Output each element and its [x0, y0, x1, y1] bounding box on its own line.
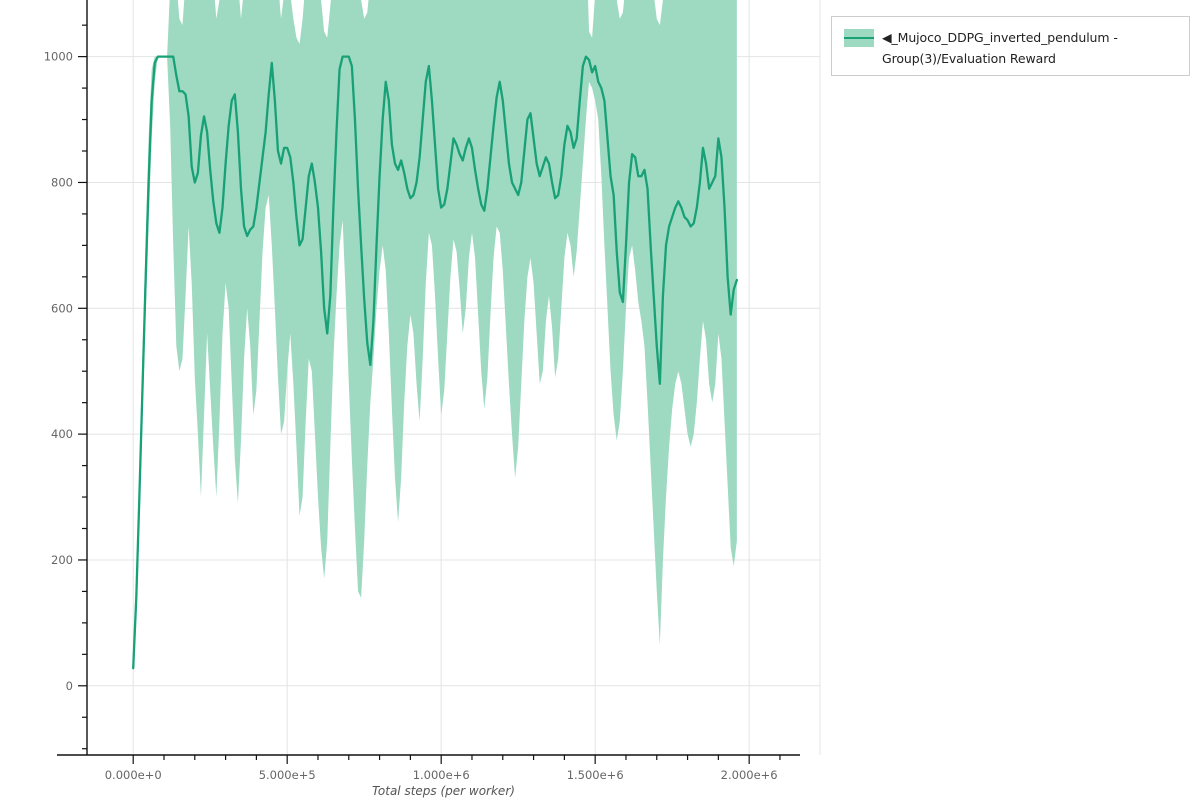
- series-mean-line: [132, 55, 738, 670]
- y-tick-label: 800: [51, 175, 73, 189]
- y-tick-label: 400: [51, 427, 73, 441]
- chart-tick-marks: [78, 24, 781, 764]
- chart-series-line: [132, 55, 738, 670]
- x-tick-label: 1.500e+6: [567, 768, 624, 782]
- y-tick-label: 600: [51, 301, 73, 315]
- legend-item-label[interactable]: ◀_Mujoco_DDPG_inverted_pendulum - Group(…: [882, 30, 1118, 66]
- x-tick-label: 0.000e+0: [105, 768, 162, 782]
- y-tick-label: 0: [66, 679, 73, 693]
- x-tick-label: 5.000e+5: [259, 768, 316, 782]
- chart-confidence-band: [133, 0, 737, 670]
- y-tick-label: 200: [51, 553, 73, 567]
- x-axis-title: Total steps (per worker): [372, 784, 515, 798]
- legend-line-swatch: [844, 37, 874, 40]
- y-tick-label: 1000: [44, 50, 73, 64]
- chart-tick-labels: 0 200 400 600 800 1000 0.000e+0 5.000e+5 1.000e+…: [44, 50, 778, 782]
- chart-legend[interactable]: ◀_Mujoco_DDPG_inverted_pendulum - Group(…: [831, 16, 1190, 76]
- x-tick-label: 1.000e+6: [413, 768, 470, 782]
- x-tick-label: 2.000e+6: [721, 768, 778, 782]
- chart-axes: [57, 0, 800, 756]
- confidence-band-area: [133, 0, 737, 670]
- legend-swatch: [844, 29, 874, 47]
